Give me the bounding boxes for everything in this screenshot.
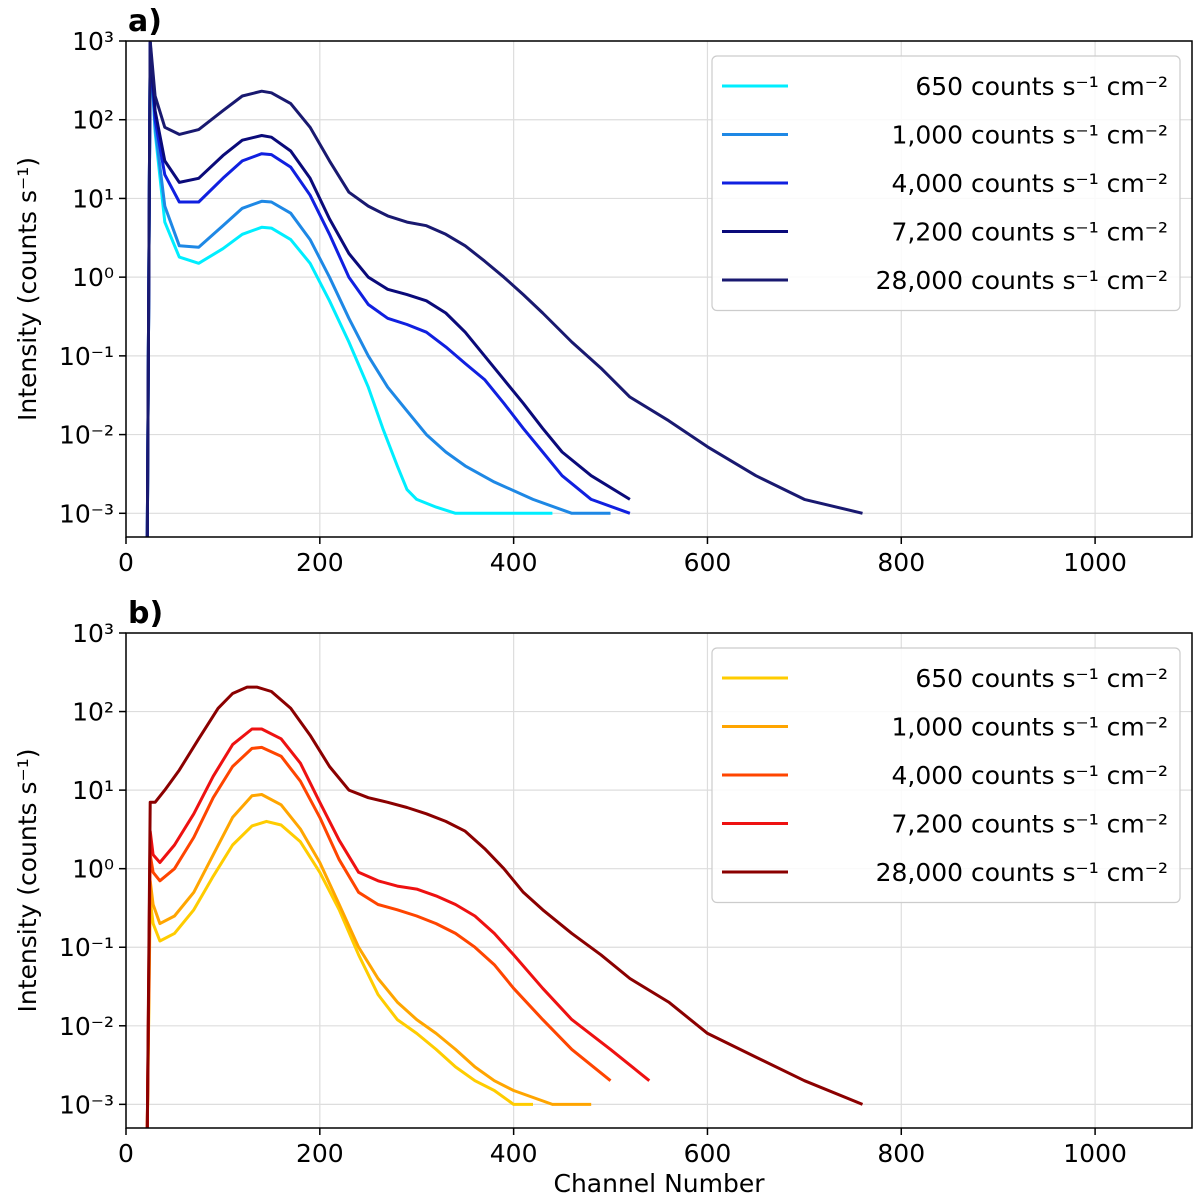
y-tick-label: 10⁰ <box>72 263 114 292</box>
y-tick-label: 10⁻³ <box>59 1090 114 1119</box>
series-line-2 <box>145 41 611 537</box>
x-tick-label: 1000 <box>1063 548 1127 577</box>
legend-entry-label: 1,000 counts s⁻¹ cm⁻² <box>891 713 1168 742</box>
x-axis-label: Channel Number <box>553 1169 765 1198</box>
y-tick-label: 10⁰ <box>72 855 114 884</box>
y-tick-label: 10⁻¹ <box>59 342 114 371</box>
axes-frame <box>125 632 1193 1129</box>
series-line-3 <box>145 41 631 537</box>
legend-entry-label: 4,000 counts s⁻¹ cm⁻² <box>891 169 1168 198</box>
series-line-1 <box>145 819 533 1128</box>
series-line-5 <box>145 685 864 1128</box>
legend: 650 counts s⁻¹ cm⁻² 1,000 counts s⁻¹ cm⁻²… <box>711 647 1181 904</box>
x-tick-label: 600 <box>684 548 732 577</box>
series-line-2 <box>145 793 592 1128</box>
series-group <box>145 685 864 1128</box>
x-tick-label: 1000 <box>1063 1139 1127 1168</box>
y-tick-label: 10³ <box>72 27 114 56</box>
y-tick-label: 10¹ <box>72 184 114 213</box>
legend-entry-label: 28,000 counts s⁻¹ cm⁻² <box>876 266 1168 295</box>
x-tick-label: 200 <box>296 1139 344 1168</box>
series-line-4 <box>145 727 651 1128</box>
y-tick-label: 10⁻³ <box>59 499 114 528</box>
chart-panel-a: 0 200 400 600 800 1000 10⁻³ 10⁻² 10⁻¹ 10⁰ 10¹ 10² 10… <box>13 4 1193 577</box>
x-tick-label: 400 <box>490 548 538 577</box>
y-tick-label: 10⁻¹ <box>59 933 114 962</box>
series-line-4 <box>145 41 631 537</box>
legend-entry-label: 650 counts s⁻¹ cm⁻² <box>915 72 1168 101</box>
x-tick-label: 600 <box>684 1139 732 1168</box>
x-tick-label: 800 <box>877 1139 925 1168</box>
legend-entry-label: 650 counts s⁻¹ cm⁻² <box>915 664 1168 693</box>
legend-entry-label: 7,200 counts s⁻¹ cm⁻² <box>891 810 1168 839</box>
legend-entry-label: 7,200 counts s⁻¹ cm⁻² <box>891 218 1168 247</box>
y-tick-label: 10³ <box>72 619 114 648</box>
x-tick-label: 200 <box>296 548 344 577</box>
y-tick-label: 10¹ <box>72 776 114 805</box>
x-tick-label: 0 <box>118 548 134 577</box>
x-tick-label: 400 <box>490 1139 538 1168</box>
legend-entry-label: 28,000 counts s⁻¹ cm⁻² <box>876 858 1168 887</box>
axes-frame <box>125 40 1193 538</box>
series-line-5 <box>145 41 863 537</box>
y-tick-label: 10⁻² <box>59 1012 114 1041</box>
panel-label: a) <box>128 4 162 39</box>
panel-label: b) <box>128 596 163 631</box>
series-line-1 <box>145 43 553 537</box>
x-tick-label: 0 <box>118 1139 134 1168</box>
chart-panel-b: 0 200 400 600 800 1000 10⁻³ 10⁻² 10⁻¹ 10⁰ 10¹ 10² 10… <box>13 596 1193 1198</box>
x-tick-label: 800 <box>877 548 925 577</box>
y-tick-label: 10² <box>72 106 114 135</box>
y-tick-label: 10² <box>72 698 114 727</box>
legend-box <box>711 55 1181 312</box>
legend: 650 counts s⁻¹ cm⁻² 1,000 counts s⁻¹ cm⁻²… <box>711 55 1181 312</box>
legend-entry-label: 1,000 counts s⁻¹ cm⁻² <box>891 121 1168 150</box>
series-line-3 <box>145 745 612 1128</box>
y-tick-label: 10⁻² <box>59 421 114 450</box>
legend-box <box>711 647 1181 904</box>
y-axis-label: Intensity (counts s⁻¹) <box>13 748 42 1012</box>
series-group <box>145 41 863 537</box>
legend-entry-label: 4,000 counts s⁻¹ cm⁻² <box>891 761 1168 790</box>
y-axis-label: Intensity (counts s⁻¹) <box>13 157 42 421</box>
